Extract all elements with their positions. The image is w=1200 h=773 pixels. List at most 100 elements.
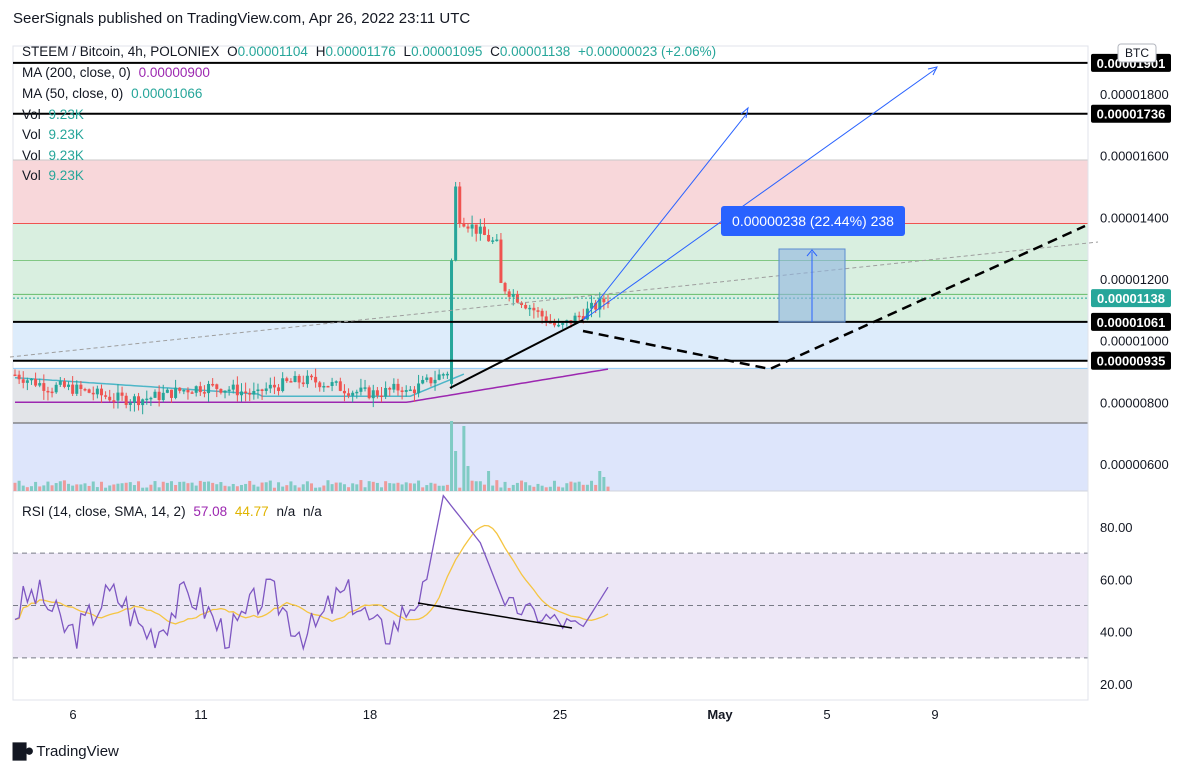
zone-gray [13,368,1088,423]
legend-row-rsi[interactable]: RSI (14, close, SMA, 14, 2) 57.08 44.77 … [22,504,326,519]
candle-body [252,391,256,395]
volume-bar [285,485,289,491]
candle-body [75,384,79,394]
projection-dashed [582,224,1086,371]
candle-body [561,323,565,325]
price-axis: 0.00001800 0.00001600 0.00001400 0.00001200… [1087,43,1171,700]
volume-bar [507,487,511,491]
volume-bar [87,485,91,491]
price-tick-label: 0.00001200 [1100,272,1169,287]
candle-body [161,392,165,401]
volume-bar [371,481,375,491]
candle-body [532,307,536,311]
volume-bar [544,487,548,491]
volume-bar [145,487,149,491]
symbol-title[interactable]: STEEM / Bitcoin, 4h, POLONIEX [22,44,220,59]
volume-bar [470,480,474,491]
volume-bar [326,480,330,491]
candle-body [50,391,54,394]
candle-body [174,387,178,398]
volume-bar [425,485,429,491]
candle-body [223,390,227,393]
candle-body [404,390,408,392]
candle-body [314,376,318,383]
rsi-tick-label: 80.00 [1100,520,1133,535]
legend-row-vol-3[interactable]: Vol 9.23K [22,148,88,163]
volume-bar [359,480,363,491]
volume-bar [149,484,153,491]
candle-body [520,302,524,305]
candle-body [17,374,21,380]
rsi-na-1: n/a [276,504,296,519]
candle-body [330,382,334,387]
legend-row-vol-1[interactable]: Vol 9.23K [22,107,88,122]
volume-bar [499,487,503,491]
candle-body [326,385,330,388]
volume-bar [71,485,75,491]
volume-bar [462,426,466,491]
time-tick-label: May [707,707,733,722]
candle-body [581,316,585,320]
price-tick-label: 0.00000600 [1100,457,1169,472]
legend-row-ma200[interactable]: MA (200, close, 0) 0.00000900 [22,65,214,80]
vol-label: Vol [22,127,41,142]
volume-bar [342,484,346,491]
volume-bar [231,483,235,491]
price-label-text: 0.00000935 [1097,354,1166,369]
volume-bar [272,487,276,491]
footer-brand-text: TradingView [36,742,119,760]
candle-body [153,391,157,398]
volume-bar [99,481,103,491]
volume-bar [244,483,248,491]
footer-brand[interactable]: ▇● TradingView [13,741,119,761]
candle-body [190,392,194,394]
candle-body [322,385,326,388]
volume-bar [532,486,536,491]
candle-body [425,377,429,380]
volume-bar [515,482,519,491]
legend-row-vol-2[interactable]: Vol 9.23K [22,127,88,142]
volume-bar [569,481,573,491]
volume-bar [590,480,594,491]
price-tick-label: 0.00001000 [1100,334,1169,349]
candle-body [137,396,141,406]
volume-bar [153,481,157,491]
legend-row-ma50[interactable]: MA (50, close, 0) 0.00001066 [22,86,206,101]
measure-label-box [721,206,905,236]
vol-value: 9.23K [48,107,84,122]
volume-bar [301,484,305,491]
volume-bar [478,481,482,491]
volume-bar [454,451,458,491]
target-arrow-1 [582,111,749,321]
candle-body [412,389,416,394]
candle-body [371,390,375,399]
volume-bar [17,480,21,491]
candle-body [602,298,606,303]
volume-bar [417,480,421,491]
candle-body [13,374,17,377]
candle-body [347,393,351,396]
legend-row-vol-4[interactable]: Vol 9.23K [22,168,88,183]
volume-bar [437,485,441,491]
volume-bar [289,481,293,491]
volume-bar [363,487,367,491]
volume-bar [536,483,540,491]
candle-body [124,395,128,405]
candle-body [342,390,346,394]
volume-bar [392,483,396,491]
volume-bar [38,486,42,491]
candle-body [507,291,511,297]
volume-bar [441,485,445,491]
low-value: 0.00001095 [411,44,483,59]
candle-body [524,304,528,309]
volume-bar [297,487,301,491]
volume-bar [141,487,145,491]
candle-body [557,324,561,327]
candle-body [62,381,66,387]
volume-bar [239,484,243,491]
candle-body [95,388,99,395]
volume-bar [602,477,606,491]
candle-body [577,315,581,318]
time-tick-label: 6 [69,707,76,722]
